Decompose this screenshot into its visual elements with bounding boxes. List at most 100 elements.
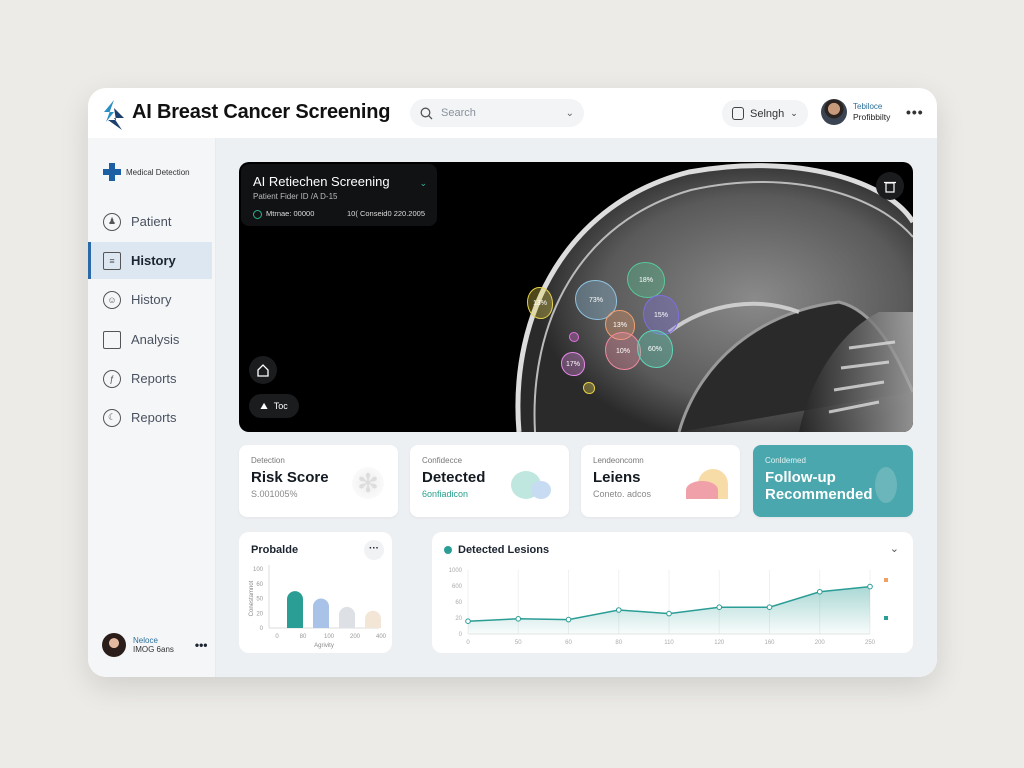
card-sub: 6onfiadicon (422, 489, 469, 499)
x-tick-label: 110 (664, 640, 674, 646)
chevron-down-icon: ⌄ (790, 108, 798, 118)
x-tick-label: 80 (300, 634, 307, 640)
data-point (465, 618, 471, 624)
x-tick-label: 200 (350, 634, 361, 640)
delete-button[interactable] (876, 172, 904, 200)
y-tick-label: 50 (256, 597, 263, 603)
x-tick-label: 120 (714, 640, 725, 646)
search-icon (420, 107, 433, 119)
lesion-marker[interactable] (583, 382, 595, 394)
footer-user-role: IMOG 6ans (133, 645, 174, 654)
card-detected[interactable]: Confidecce Detected 6onfiadicon (410, 445, 569, 517)
card-value: Risk Score (251, 469, 329, 486)
sidebar-item-patient[interactable]: ♟ Patient (88, 203, 212, 240)
sidebar-item-analysis[interactable]: Analysis (88, 321, 212, 358)
search-placeholder: Search (441, 107, 476, 119)
card-lesions[interactable]: Lendeoncomn Leiens Coneto. adcos (581, 445, 740, 517)
data-point (515, 616, 522, 622)
chevron-down-icon[interactable]: ⌄ (889, 543, 899, 555)
tool-button[interactable]: ⛰ Toc (249, 394, 299, 418)
lesion-marker[interactable]: 15% (643, 295, 679, 335)
card-follow-up[interactable]: Conldemed Follow-up Recommended (753, 445, 913, 517)
x-tick-label: 0 (466, 640, 470, 646)
x-tick-label: 60 (565, 640, 572, 646)
header: AI Breast Cancer Screening Search ⌄ Seln… (88, 88, 937, 138)
sidebar-item-label: Reports (131, 371, 177, 386)
bar (313, 598, 329, 628)
sidebar: Medical Detection ♟ Patient ≡ History ☺ His… (88, 138, 216, 677)
clock-icon: ☾ (103, 408, 121, 427)
sidebar-item-label: Reports (131, 410, 177, 425)
brand-label: Medical Detection (126, 167, 190, 177)
status-icon (253, 209, 262, 219)
footer-user-name: Neloce (133, 636, 158, 645)
line-chart: 0 20 60 600 1000 0 50 60 80 110 120 160 200 250 (449, 568, 888, 646)
x-tick-label: 80 (615, 640, 622, 646)
lesion-marker[interactable] (569, 332, 579, 342)
selector-dropdown[interactable]: Selngh ⌄ (722, 100, 808, 127)
x-tick-label: 50 (515, 640, 522, 646)
lesion-marker[interactable]: 18% (627, 262, 665, 298)
x-axis-label: Agrivity (314, 643, 334, 649)
sidebar-item-history-2[interactable]: ☺ History (88, 281, 212, 318)
card-label: Detection (251, 456, 285, 465)
scan-metric: Mtrnae: 00000 (266, 209, 315, 218)
tool-icon: ⛰ (260, 400, 268, 411)
data-point (565, 616, 572, 623)
home-button[interactable] (249, 356, 277, 384)
more-options-button[interactable]: ••• (906, 104, 924, 120)
user-name: Tebiloce (853, 102, 883, 111)
home-icon (257, 364, 269, 377)
bar (339, 606, 355, 628)
panel-title: Probalde (251, 544, 299, 556)
y-axis-label: Conestamnot (249, 580, 255, 616)
probability-panel: Probalde ··· 0 20 50 60 100 0 80 100 200 400 Agriv… (239, 532, 392, 653)
sidebar-item-label: History (131, 253, 176, 268)
wave-icon (686, 469, 728, 499)
y-tick-label: 20 (455, 616, 462, 622)
chevron-down-icon[interactable]: ⌄ (419, 178, 427, 188)
avatar (821, 99, 847, 125)
sidebar-item-history[interactable]: ≡ History (88, 242, 212, 279)
sidebar-item-label: History (131, 292, 172, 307)
x-tick-label: 0 (275, 634, 279, 640)
scan-viewer[interactable]: AI Retiechen Screening Patient Fider ID … (239, 162, 913, 432)
user-profile[interactable]: Tebiloce Profibbilty (821, 99, 890, 125)
y-tick-label: 600 (452, 584, 463, 590)
app-logo-icon (104, 100, 124, 130)
scan-info-panel: AI Retiechen Screening Patient Fider ID … (241, 164, 437, 226)
more-options-button[interactable]: ••• (194, 638, 208, 652)
scan-title: AI Retiechen Screening (253, 174, 390, 189)
more-options-button[interactable]: ··· (364, 540, 384, 560)
patient-id: Patient Fider ID /A D-15 (253, 192, 338, 201)
lesion-marker[interactable]: 10% (605, 332, 641, 370)
bar-chart: 0 20 50 60 100 0 80 100 200 400 Agrivity Conestamno… (249, 565, 387, 649)
document-icon (732, 107, 744, 120)
medical-cross-icon (103, 163, 121, 181)
sidebar-item-label: Patient (131, 214, 172, 229)
lesion-marker[interactable]: 60% (637, 330, 673, 368)
card-value: Detected (422, 469, 486, 486)
sidebar-item-reports[interactable]: ƒ Reports (88, 360, 212, 397)
data-point (867, 583, 873, 590)
lesion-marker[interactable]: 17% (561, 352, 585, 376)
lesion-marker[interactable]: 13% (527, 287, 553, 319)
sidebar-user[interactable]: Neloce IMOG 6ans ••• (102, 633, 208, 657)
card-label: Conldemed (765, 456, 806, 465)
panel-title: Detected Lesions (458, 544, 550, 556)
sidebar-item-label: Analysis (131, 332, 180, 347)
scan-meta: 10( Conseid0 220.2005 (347, 209, 425, 218)
x-tick-label: 400 (376, 634, 387, 640)
sidebar-item-reports-2[interactable]: ☾ Reports (88, 399, 212, 436)
footprint-icon (875, 467, 897, 503)
card-sub: Coneto. adcos (593, 489, 652, 499)
x-tick-label: 160 (764, 640, 775, 646)
card-sub: S.001005% (251, 489, 298, 499)
patient-icon: ♟ (103, 212, 121, 231)
trash-icon (884, 181, 896, 193)
y-tick-label: 60 (256, 582, 263, 588)
search-input[interactable]: Search ⌄ (410, 99, 584, 127)
card-risk-score[interactable]: Detection Risk Score S.001005% ✻ (239, 445, 398, 517)
card-value: Follow-up Recommended (765, 469, 873, 503)
data-point (615, 607, 622, 613)
